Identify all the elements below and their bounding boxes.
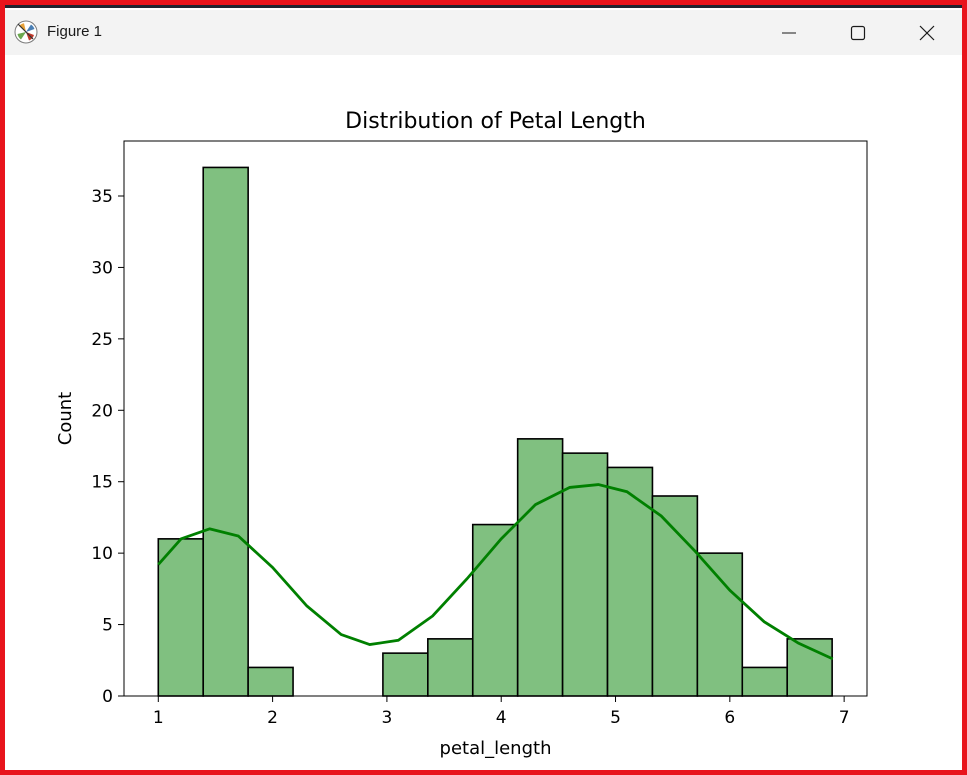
histogram-bar xyxy=(247,666,294,697)
x-tick-label: 6 xyxy=(724,708,735,728)
histogram-bar xyxy=(427,638,474,697)
maximize-button[interactable] xyxy=(823,10,893,55)
close-button[interactable] xyxy=(892,10,962,55)
axes-frame xyxy=(123,140,868,697)
x-axis-label: petal_length xyxy=(440,738,552,759)
histogram-bar xyxy=(516,438,564,697)
x-tick-label: 4 xyxy=(496,708,507,728)
x-tick-label: 5 xyxy=(610,708,621,728)
histogram-bar xyxy=(382,652,429,697)
x-tick-label: 7 xyxy=(839,708,850,728)
y-axis-label: Count xyxy=(55,392,76,445)
close-icon xyxy=(919,25,935,40)
x-tick-label: 3 xyxy=(381,708,392,728)
chart-title: Distribution of Petal Length xyxy=(345,109,646,134)
window-title: Figure 1 xyxy=(47,23,103,40)
x-tick-label: 1 xyxy=(153,708,164,728)
minimize-button[interactable] xyxy=(754,10,824,55)
histogram-bar xyxy=(471,523,519,697)
y-tick-label: 15 xyxy=(91,473,113,493)
kde-line xyxy=(157,483,834,661)
histogram-bar xyxy=(561,452,609,697)
background-taskbar xyxy=(0,0,967,8)
y-tick-label: 20 xyxy=(91,401,113,421)
y-tick-label: 0 xyxy=(102,687,113,707)
y-tick-label: 25 xyxy=(91,330,113,350)
title-bar[interactable]: Figure 1 xyxy=(5,10,962,55)
maximize-icon xyxy=(850,25,866,40)
histogram-bar xyxy=(202,166,249,697)
x-axis-ticks: 1 2 3 4 5 6 7 xyxy=(153,696,850,728)
y-tick-label: 10 xyxy=(91,544,113,564)
minimize-icon xyxy=(782,32,796,33)
histogram-bar xyxy=(651,495,699,697)
histogram-bar xyxy=(157,538,205,697)
figure-window: Figure 1 Distribution of Petal Length 1 2… xyxy=(5,10,962,770)
x-tick-label: 2 xyxy=(267,708,278,728)
y-axis-ticks: 0 5 10 15 20 25 30 35 xyxy=(91,187,124,707)
bars-group xyxy=(157,166,833,697)
histogram-bar xyxy=(741,666,789,697)
histogram-bar xyxy=(606,466,654,697)
matplotlib-icon xyxy=(14,20,38,44)
y-tick-label: 35 xyxy=(91,187,113,207)
histogram-bar xyxy=(696,552,744,697)
y-tick-label: 30 xyxy=(91,258,113,278)
y-tick-label: 5 xyxy=(102,616,113,636)
